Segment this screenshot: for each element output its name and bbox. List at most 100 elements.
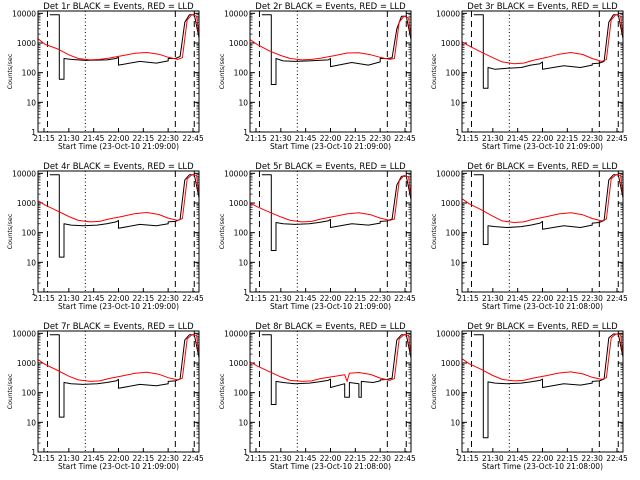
y-tick-label: 1000 bbox=[441, 199, 460, 208]
y-tick-labels: 1 10 100 1000 10000 bbox=[436, 9, 623, 137]
x-tick-label: 22:15 bbox=[557, 294, 579, 303]
events-series-line bbox=[49, 334, 200, 418]
lld-series-line bbox=[249, 174, 412, 223]
y-tick-label: 100 bbox=[446, 69, 461, 78]
x-tick-label: 21:15 bbox=[33, 134, 55, 143]
events-series-line bbox=[473, 14, 624, 89]
events-series-line bbox=[473, 333, 624, 439]
x-tick-label: 22:30 bbox=[369, 134, 391, 143]
x-tick-label: 21:15 bbox=[457, 294, 479, 303]
plot-frame bbox=[37, 10, 200, 133]
x-tick-label: 21:15 bbox=[33, 454, 55, 463]
y-tick-label: 10000 bbox=[436, 9, 460, 18]
lld-series-line bbox=[37, 174, 200, 223]
panel-title: Det 8r BLACK = Events, RED = LLD bbox=[255, 322, 406, 332]
y-tick-label: 10 bbox=[450, 98, 460, 107]
x-tick-label: 21:15 bbox=[245, 294, 267, 303]
x-tick-label: 21:45 bbox=[83, 454, 105, 463]
x-tick-label: 21:30 bbox=[482, 294, 504, 303]
events-series-line bbox=[261, 334, 412, 405]
x-axis-label: Start Time (23-Oct-10 21:09:00) bbox=[58, 462, 179, 471]
lld-series-line bbox=[37, 14, 200, 61]
x-tick-label: 21:15 bbox=[457, 134, 479, 143]
y-axis-label: Counts/sec bbox=[430, 53, 438, 89]
y-tick-label: 10000 bbox=[436, 329, 460, 338]
x-tick-label: 21:45 bbox=[83, 134, 105, 143]
y-axis-label: Counts/sec bbox=[6, 213, 14, 249]
y-tick-label: 10 bbox=[238, 418, 248, 427]
y-tick-labels: 1 10 100 1000 10000 bbox=[224, 329, 411, 457]
y-tick-label: 10000 bbox=[224, 169, 248, 178]
y-tick-labels: 1 10 100 1000 10000 bbox=[12, 9, 199, 137]
events-series-line bbox=[49, 14, 200, 80]
plot-frame bbox=[461, 10, 624, 133]
x-tick-label: 21:45 bbox=[83, 294, 105, 303]
plot-frame bbox=[461, 330, 624, 453]
plot-frame bbox=[249, 170, 412, 293]
y-tick-label: 1 bbox=[31, 448, 36, 457]
x-tick-label: 21:15 bbox=[245, 134, 267, 143]
events-series-line bbox=[49, 174, 200, 258]
y-tick-label: 10000 bbox=[12, 9, 36, 18]
y-tick-label: 1000 bbox=[229, 359, 248, 368]
x-tick-label: 22:00 bbox=[320, 134, 342, 143]
y-tick-label: 10 bbox=[26, 98, 36, 107]
plot-frame bbox=[249, 10, 412, 133]
lld-series-line bbox=[249, 334, 412, 382]
panel-title: Det 3r BLACK = Events, RED = LLD bbox=[467, 2, 618, 12]
y-tick-label: 1 bbox=[243, 448, 248, 457]
x-tick-label: 22:15 bbox=[133, 134, 155, 143]
y-axis-label: Counts/sec bbox=[218, 213, 226, 249]
x-tick-label: 22:00 bbox=[108, 134, 130, 143]
y-tick-label: 10 bbox=[26, 258, 36, 267]
lld-series-line bbox=[37, 334, 200, 382]
events-series-line bbox=[261, 14, 412, 85]
x-tick-labels: 21:15 21:30 21:45 22:00 22:15 22:30 22:45 bbox=[33, 128, 204, 143]
x-tick-label: 22:15 bbox=[345, 294, 367, 303]
panel-det-8: Det 8r BLACK = Events, RED = LLD 21:15 21:… bbox=[218, 322, 416, 471]
x-tick-label: 21:45 bbox=[507, 134, 529, 143]
x-tick-labels: 21:15 21:30 21:45 22:00 22:15 22:30 22:45 bbox=[457, 128, 628, 143]
x-tick-label: 21:45 bbox=[295, 134, 317, 143]
x-tick-labels: 21:15 21:30 21:45 22:00 22:15 22:30 22:45 bbox=[245, 448, 416, 463]
y-tick-label: 100 bbox=[234, 389, 249, 398]
x-tick-label: 22:45 bbox=[606, 454, 628, 463]
x-tick-label: 22:15 bbox=[557, 134, 579, 143]
panel-title: Det 4r BLACK = Events, RED = LLD bbox=[43, 162, 194, 172]
x-tick-labels: 21:15 21:30 21:45 22:00 22:15 22:30 22:45 bbox=[457, 448, 628, 463]
y-tick-label: 1000 bbox=[441, 39, 460, 48]
x-tick-label: 22:00 bbox=[532, 294, 554, 303]
events-series-line bbox=[261, 174, 412, 251]
y-tick-labels: 1 10 100 1000 10000 bbox=[12, 329, 199, 457]
x-tick-label: 21:30 bbox=[270, 454, 292, 463]
y-tick-label: 1 bbox=[455, 448, 460, 457]
y-tick-label: 1000 bbox=[17, 359, 36, 368]
y-axis-label: Counts/sec bbox=[430, 213, 438, 249]
y-tick-label: 10000 bbox=[12, 329, 36, 338]
x-axis-label: Start Time (23-Oct-10 21:08:00) bbox=[482, 462, 603, 471]
x-tick-label: 21:30 bbox=[58, 454, 80, 463]
y-tick-label: 10000 bbox=[436, 169, 460, 178]
x-tick-label: 22:30 bbox=[369, 454, 391, 463]
x-tick-label: 22:45 bbox=[606, 294, 628, 303]
panel-title: Det 7r BLACK = Events, RED = LLD bbox=[43, 322, 194, 332]
x-tick-label: 22:30 bbox=[157, 134, 179, 143]
x-tick-label: 21:30 bbox=[482, 454, 504, 463]
x-tick-label: 22:00 bbox=[108, 454, 130, 463]
x-tick-label: 22:30 bbox=[581, 294, 603, 303]
y-tick-labels: 1 10 100 1000 10000 bbox=[436, 169, 623, 297]
plot-frame bbox=[37, 330, 200, 453]
x-axis-label: Start Time (23-Oct-10 21:09:00) bbox=[270, 142, 391, 151]
y-tick-labels: 1 10 100 1000 10000 bbox=[436, 329, 623, 457]
y-tick-label: 10000 bbox=[12, 169, 36, 178]
x-tick-label: 22:00 bbox=[320, 454, 342, 463]
panel-title: Det 6r BLACK = Events, RED = LLD bbox=[467, 162, 618, 172]
x-tick-label: 22:45 bbox=[182, 294, 204, 303]
y-tick-label: 100 bbox=[234, 69, 249, 78]
x-tick-label: 21:45 bbox=[295, 454, 317, 463]
